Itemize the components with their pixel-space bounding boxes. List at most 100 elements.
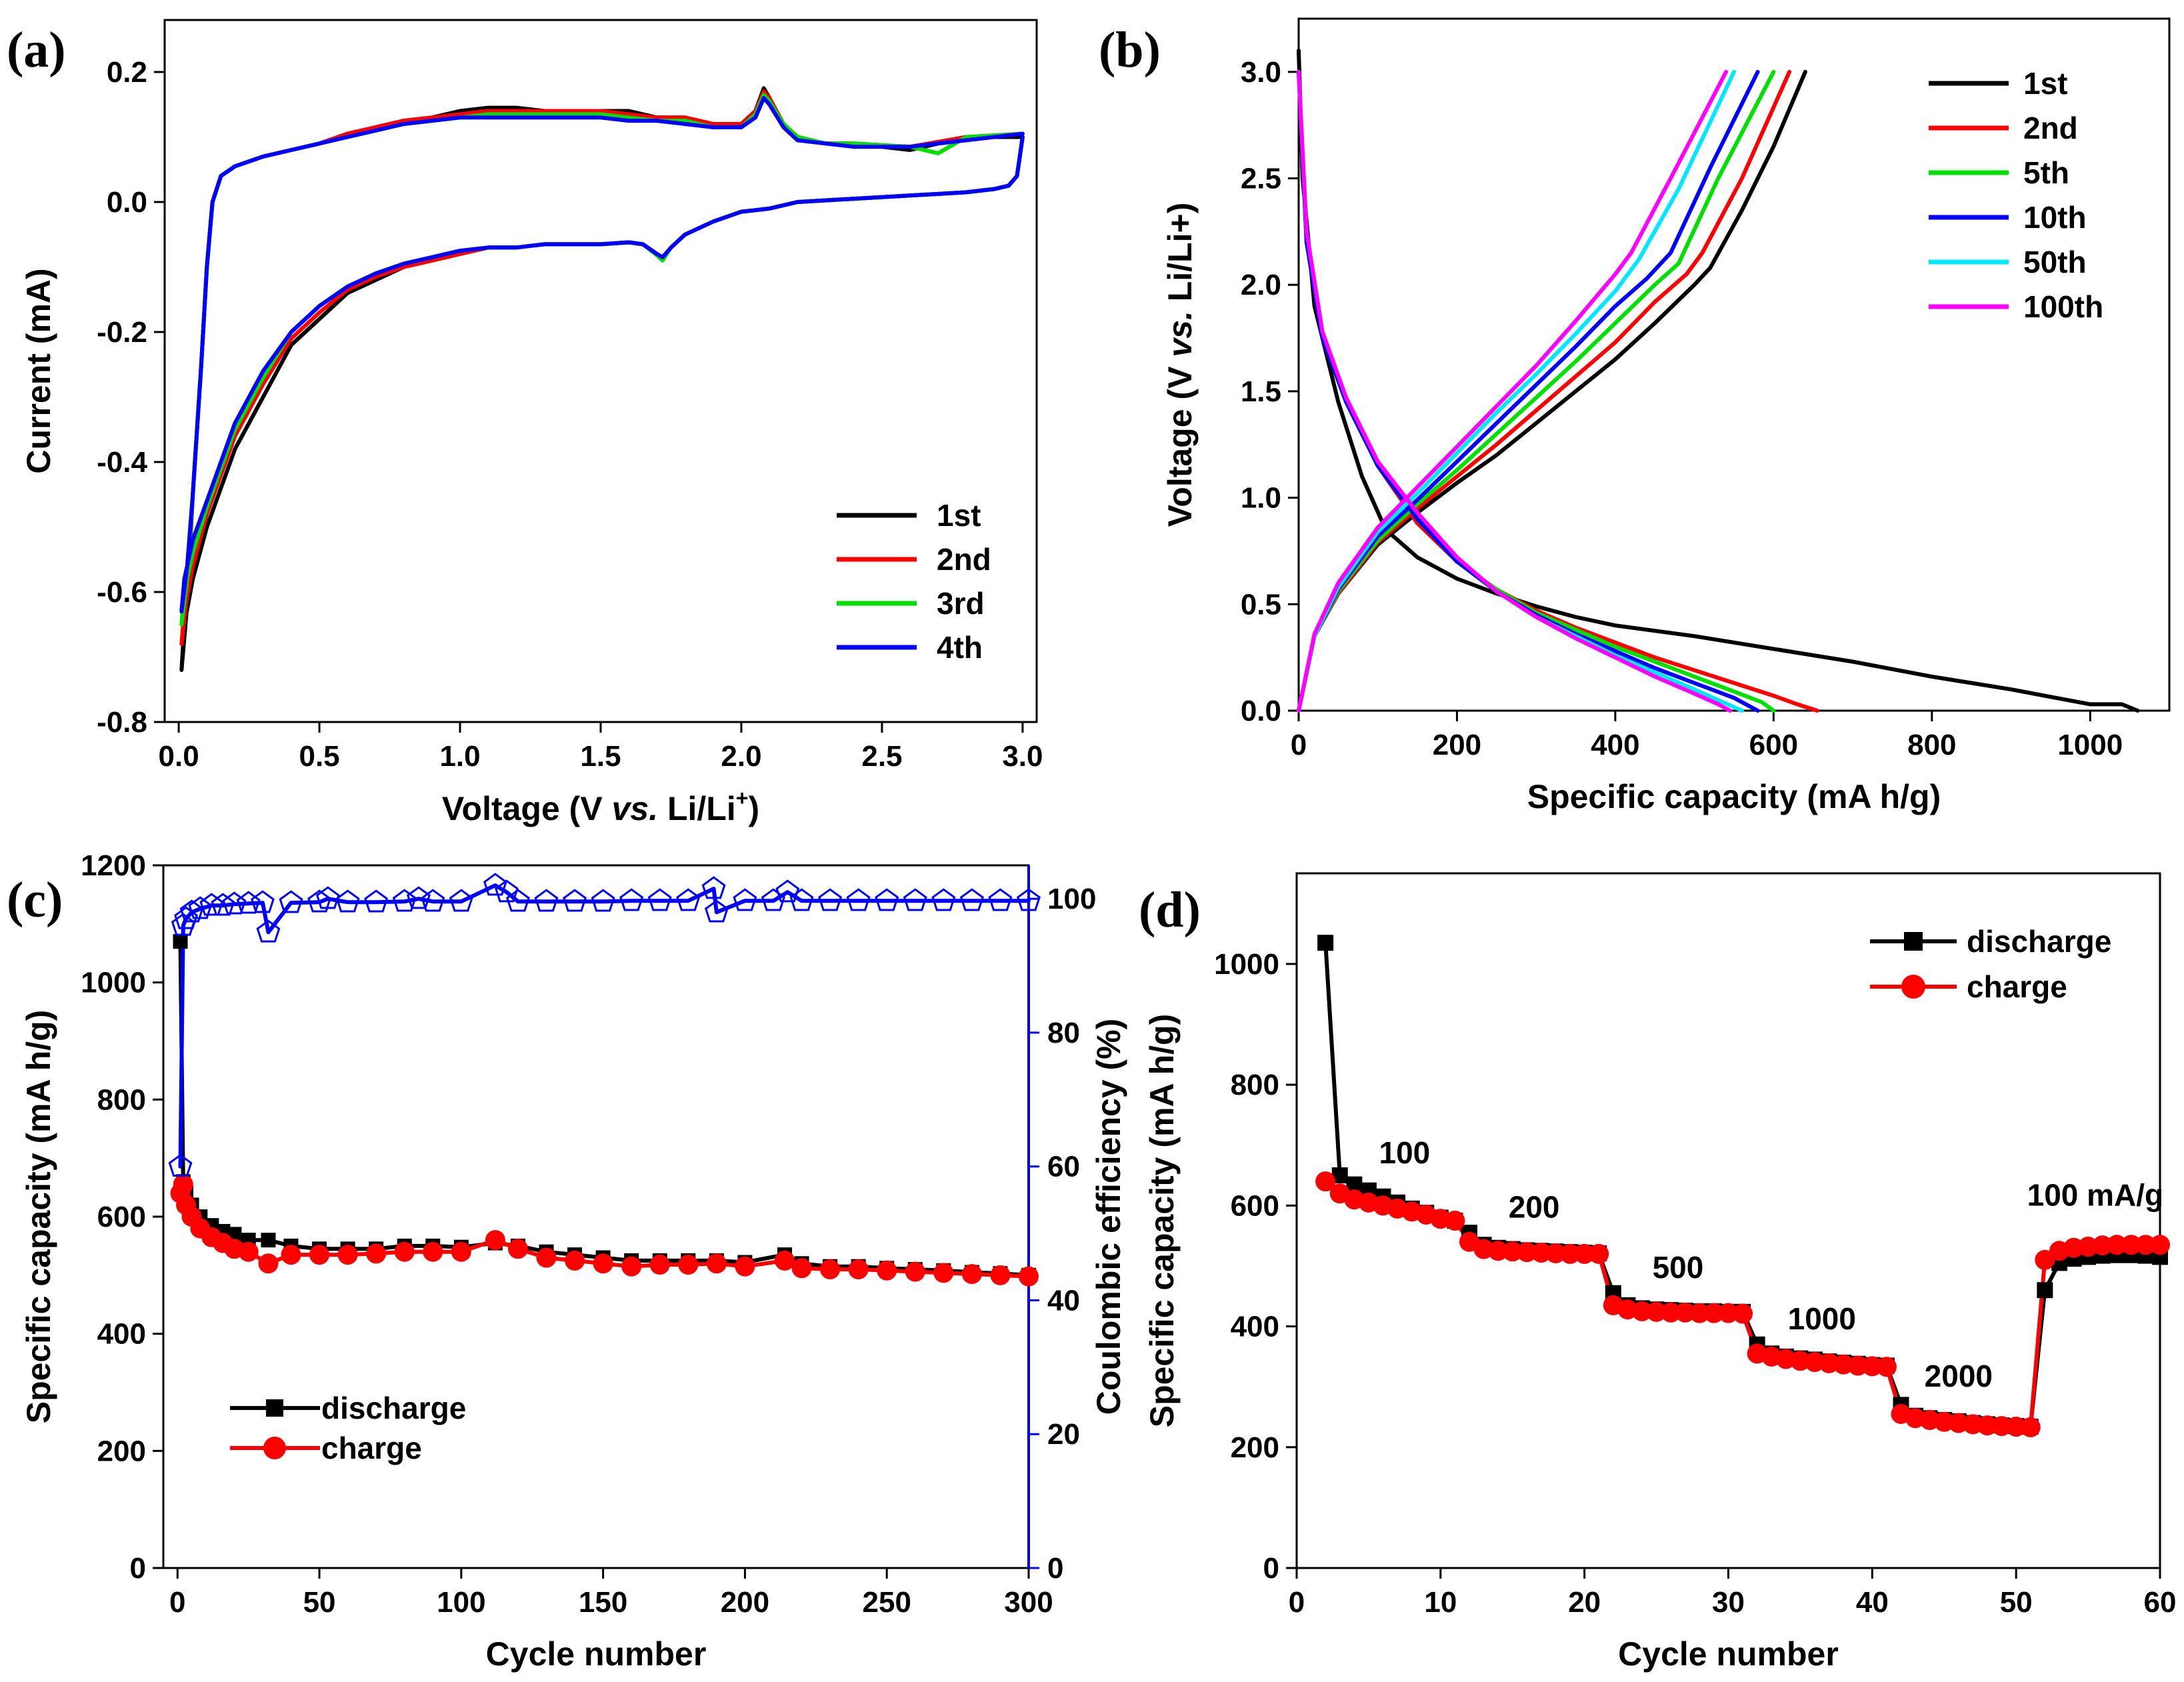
x-tick-label: 200 [721,1586,769,1619]
charge-point [238,1241,259,1262]
efficiency-point [211,893,235,916]
rate-annotation: 2000 [1925,1359,1993,1393]
efficiency-point [647,888,672,911]
x-tick-label: 3.0 [1002,740,1043,773]
charge-point [394,1241,415,1262]
y-tick-label: 400 [1231,1311,1279,1343]
legend-swatch-discharge-marker [1904,932,1923,951]
x-tick-label: 20 [1568,1586,1601,1619]
efficiency-point [256,919,281,943]
efficiency-point [199,893,224,916]
legend-label-5th: 5th [2023,155,2069,190]
charge-point [1833,1354,1854,1375]
legend-label-4th: 4th [937,630,983,665]
charge-point [1963,1414,1983,1435]
charge-point [1991,1416,2012,1437]
x-axis-title-superscript: + [736,786,749,810]
x-tick-label: 1.0 [439,740,480,773]
series-line-3rd [179,93,1025,627]
efficiency-point [563,889,587,912]
efficiency-point [733,888,757,911]
legend-label-discharge: discharge [1967,924,2111,959]
charge-point [366,1243,387,1264]
y-tick-label: 2.5 [1241,163,1281,195]
efficiency-point [761,888,785,911]
x-tick-label: 40 [1856,1586,1889,1619]
y-axis-title: Voltage (V vs. Li/Li+) [1161,203,1199,527]
y2-tick-label: 20 [1047,1418,1080,1451]
x-axis-title: Cycle number [1618,1635,1839,1673]
panel-c: 0 50 100 150 200 250 300020040060080010001200(… [7,849,1127,1673]
charge-point [1733,1303,1753,1324]
x-tick-label: 400 [1591,729,1639,761]
legend-swatch-discharge-marker [266,1399,283,1417]
charge-point [1689,1303,1710,1323]
efficiency-point [619,888,644,911]
efficiency-point [506,889,530,912]
efficiency-point [222,891,247,915]
efficiency-point [279,890,303,913]
x-axis-title: Cycle number [486,1635,707,1673]
y-tick-label: 800 [1231,1069,1279,1101]
x-axis-title-part: Voltage (V [442,790,612,827]
charge-point [905,1261,925,1282]
charge-point [706,1253,727,1274]
legend-label-2nd: 2nd [937,542,991,577]
efficiency-point [335,889,360,913]
x-tick-label: 200 [1433,729,1481,761]
y-tick-label: -0.4 [97,446,147,479]
y-tick-label: 0.0 [107,186,147,219]
discharge-point [173,934,188,949]
efficiency-point [846,888,871,911]
efficiency-point [449,889,473,912]
charge-point [1934,1411,1955,1432]
charge-point [1545,1243,1566,1263]
charge-point [1948,1413,1969,1433]
charge-point [593,1253,613,1274]
series-line-discharge [178,939,1031,1277]
charge-point [1977,1415,1997,1436]
legend-label-100th: 100th [2023,289,2103,324]
y-tick-label: 1000 [81,967,146,999]
panel-label: (b) [1099,22,1161,78]
y-tick-label: 400 [97,1318,146,1351]
x-tick-label: 0 [1289,1586,1305,1619]
efficiency-point [704,899,729,923]
rate-annotation: 100 [1379,1135,1431,1170]
y-tick-label: 200 [1231,1431,1279,1464]
y-tick-label: 1.5 [1241,375,1281,408]
x-tick-label: 1000 [2057,729,2123,761]
charge-point [1661,1302,1681,1323]
legend: 1st 2nd 5th 10th 50th 100th [1929,66,2103,324]
legend-label-10th: 10th [2023,200,2087,235]
charge-point [1445,1211,1465,1231]
charge-point [2150,1235,2170,1255]
charge-point [2006,1416,2027,1437]
plot-frame [162,864,1030,1569]
x-tick-label: 0.5 [299,740,339,773]
charge-point [2135,1235,2156,1255]
x-axis-title-italic: vs. [612,790,659,827]
plot-frame [1297,17,2171,712]
y-tick-label: 600 [1231,1189,1279,1222]
charge-point [337,1245,358,1265]
y2-tick-label: 100 [1047,883,1096,915]
x-axis-title-part: Li/Li [658,790,736,827]
charge-point [2035,1249,2055,1270]
rate-annotation: 1000 [1788,1301,1856,1336]
charge-point [791,1258,812,1279]
efficiency-point [959,888,984,911]
charge-point [820,1259,841,1280]
efficiency-point [775,879,800,903]
x-tick-label: 100 [437,1586,485,1619]
legend-label-charge: charge [321,1431,422,1465]
charge-point [1862,1356,1883,1377]
efficiency-point [364,889,389,913]
legend-swatch-charge-marker [1901,975,1925,999]
charge-point [649,1255,670,1275]
charge-point [1847,1355,1868,1376]
charge-point [2092,1235,2113,1256]
y-tick-label: 0 [1263,1552,1279,1585]
charge-point [1646,1301,1667,1322]
legend: discharge charge [230,1391,466,1465]
